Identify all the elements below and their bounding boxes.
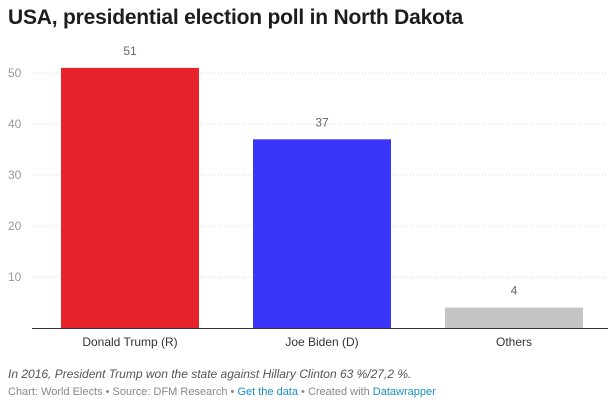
- bars: [61, 67, 583, 329]
- bar-joe-biden-d: [253, 139, 391, 328]
- y-tick-label-10: 10: [8, 270, 22, 284]
- y-tick-label-30: 30: [8, 168, 22, 182]
- y-axis-ticks: 10 20 30 40 50: [8, 66, 22, 284]
- get-the-data-link[interactable]: Get the data: [237, 386, 298, 398]
- bar-donald-trump-r: [61, 67, 199, 329]
- bar-chart: 10 20 30 40 50 51 37 4 Donald Trump (R) Joe Bid…: [8, 44, 608, 349]
- chart-footer: Chart: World Elects • Source: DFM Resear…: [8, 386, 436, 398]
- y-tick-label-50: 50: [8, 66, 22, 80]
- x-label-donald-trump-r: Donald Trump (R): [82, 335, 177, 349]
- footer-created-label: • Created with: [297, 386, 373, 398]
- footer-separator: •: [227, 386, 238, 398]
- value-labels: 51 37 4: [123, 44, 517, 298]
- value-label-joe-biden-d: 37: [315, 115, 329, 129]
- bar-others: [445, 307, 583, 328]
- y-tick-label-40: 40: [8, 117, 22, 131]
- x-label-others: Others: [496, 335, 532, 349]
- x-axis-labels: Donald Trump (R) Joe Biden (D) Others: [82, 335, 532, 349]
- value-label-others: 4: [511, 284, 518, 298]
- footer-source: DFM Research: [153, 386, 228, 398]
- y-tick-label-20: 20: [8, 219, 22, 233]
- value-label-donald-trump-r: 51: [123, 44, 137, 58]
- footer-chart-author: World Elects: [41, 386, 103, 398]
- footer-chart-prefix: Chart:: [8, 386, 42, 398]
- footer-source-label: • Source:: [102, 386, 154, 398]
- chart-title: USA, presidential election poll in North…: [8, 6, 463, 29]
- chart-note: In 2016, President Trump won the state a…: [8, 367, 412, 381]
- datawrapper-link[interactable]: Datawrapper: [372, 386, 436, 398]
- x-label-joe-biden-d: Joe Biden (D): [285, 335, 358, 349]
